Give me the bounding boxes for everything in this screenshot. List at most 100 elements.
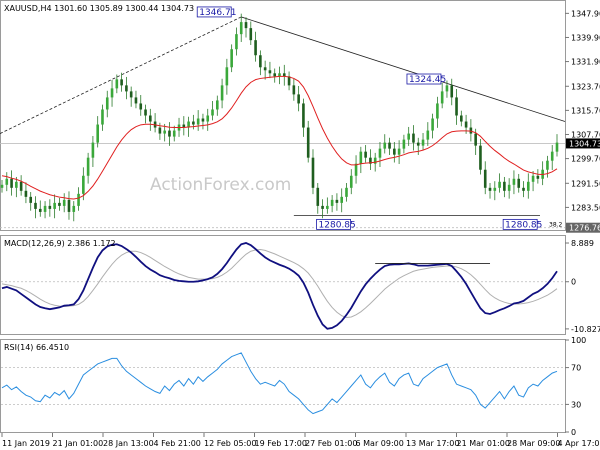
candle-body [134, 97, 138, 104]
candle-body [531, 175, 535, 182]
candle-body [297, 94, 300, 104]
candle-body [345, 187, 348, 197]
candle-body [96, 124, 99, 143]
candle-body [498, 181, 501, 188]
candle-body [306, 127, 310, 158]
candle-body [397, 148, 401, 155]
price-tick-label: 1323.70 [571, 82, 600, 91]
candle-body [215, 100, 219, 110]
macd-pane-header: MACD(12,26,9) 2.386 1.172 [4, 239, 116, 248]
candle-body [536, 175, 540, 179]
candle-body [139, 103, 143, 110]
candle-body [354, 163, 358, 176]
candle-body [359, 151, 363, 164]
macd-signal-line [1, 248, 558, 318]
candle-body [10, 178, 13, 188]
candle-body [488, 187, 492, 191]
time-tick-label: 6 Mar 09:00 [356, 439, 404, 448]
candle-body [144, 109, 147, 116]
price-annotation-box [406, 73, 442, 85]
candle-body [335, 199, 339, 203]
candle-body [34, 202, 37, 209]
candle-body [503, 181, 506, 191]
rsi-pane [0, 339, 566, 433]
candle-body [249, 28, 253, 41]
trendlines [0, 16, 566, 216]
rsi-tick-label: 0 [571, 428, 576, 437]
candle-body [373, 157, 377, 164]
fib-price-tag [566, 222, 600, 233]
candle-body [220, 85, 224, 101]
rsi-series [1, 352, 558, 415]
time-tick-label: 11 Jan 2019 [2, 439, 50, 448]
candle-body [201, 118, 205, 122]
candle-body [235, 34, 238, 50]
candle-body [129, 91, 133, 98]
price-annotation-label: 1346.71 [199, 8, 236, 18]
candle-body [316, 187, 320, 206]
candle-body [62, 199, 66, 206]
price-axis: 1347.90 1339.90 1331.90 1323.70 1315.70 1307.… [0, 9, 600, 233]
candle-body [239, 22, 243, 35]
macd-tick-label: 0 [571, 278, 576, 287]
price-tick-label: 1291.50 [571, 179, 600, 188]
rsi-tick-label: 30 [571, 400, 581, 409]
price-tick-label: 1307.70 [571, 130, 600, 139]
price-annotation-box [196, 6, 232, 18]
candle-body [19, 181, 23, 191]
time-tick-label: 28 Mar 09:00 [507, 439, 560, 448]
candle-body [225, 67, 229, 86]
candle-body [244, 22, 248, 29]
candle-body [507, 184, 511, 191]
candle-body [149, 115, 152, 122]
candle-body [38, 208, 42, 212]
candle-body [340, 196, 344, 203]
candle-body [292, 85, 296, 95]
candle-body [105, 97, 109, 110]
candle-body [421, 139, 425, 146]
candle-body [402, 139, 406, 149]
price-pane-header: XAUUSD,H4 1301.60 1305.89 1300.44 1304.7… [4, 4, 194, 13]
price-series [0, 13, 559, 222]
candle-body [302, 103, 305, 128]
price-tick-label: 1339.90 [571, 33, 600, 42]
candle-body [383, 142, 387, 149]
falling-trendline [241, 16, 566, 122]
candle-body [259, 55, 262, 68]
watermark: ActionForex.com [150, 175, 291, 195]
price-annotation-label: 1280.85 [505, 220, 542, 230]
candle-body [101, 109, 104, 125]
macd-tick-label: 8.889 [571, 239, 594, 248]
candle-body [211, 109, 214, 116]
candle-body [426, 130, 430, 140]
candle-body [53, 202, 56, 209]
candle-body [512, 178, 516, 185]
candle-body [330, 199, 334, 206]
candle-body [555, 142, 559, 152]
candle-body [287, 76, 291, 86]
moving-average-line [1, 75, 558, 200]
candle-body [163, 130, 166, 134]
candle-body [58, 202, 61, 206]
candle-body [412, 133, 415, 143]
candle-body [483, 169, 487, 188]
candle-body [416, 142, 420, 146]
candle-body [67, 199, 71, 212]
candle-body [474, 133, 477, 146]
candle-body [72, 205, 76, 212]
candle-body [436, 103, 439, 119]
candle-body [187, 121, 190, 128]
time-axis: 11 Jan 2019 21 Jan 01:00 28 Jan 13:00 4 Feb… [1, 433, 600, 448]
rsi-tick-label: 70 [571, 364, 581, 373]
candle-body [48, 205, 52, 209]
candle-body [196, 118, 200, 125]
time-tick-label: 4 Feb 21:00 [154, 439, 201, 448]
candle-body [393, 148, 396, 155]
candle-body [455, 97, 458, 116]
macd-pane [0, 235, 566, 335]
candle-body [230, 49, 233, 68]
time-tick-label: 4 Apr 17:00 [558, 439, 600, 448]
candle-body [115, 79, 119, 89]
time-tick-label: 21 Jan 01:00 [53, 439, 104, 448]
